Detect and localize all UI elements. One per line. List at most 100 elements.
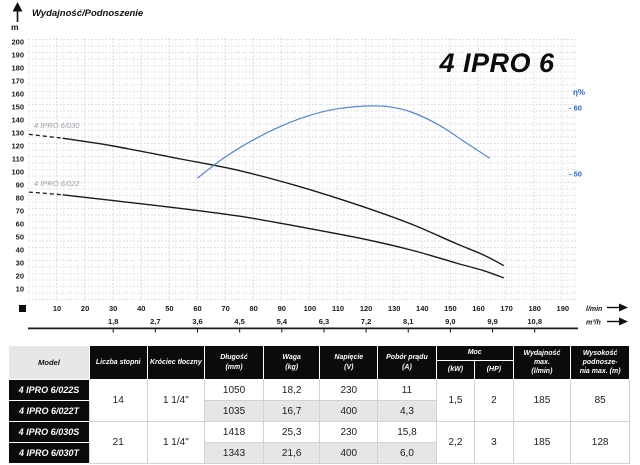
y-tick-label: 80 — [16, 194, 24, 203]
y-tick-label: 110 — [12, 155, 24, 164]
m3h-tick-label: 8,1 — [403, 317, 413, 326]
current-cell: 4,3 — [377, 400, 437, 422]
length-cell: 1050 — [204, 379, 264, 401]
m3h-tick-label: 10,8 — [527, 317, 542, 326]
max-flow-cell: 185 — [512, 379, 572, 422]
y-tick-label: 100 — [11, 168, 24, 177]
chart-grid — [28, 38, 578, 301]
y-tick-label: 170 — [11, 77, 24, 86]
performance-chart: Wydajność/Podnoszenie m 4 IPRO 6 η% - 60… — [11, 2, 628, 333]
x-tick-label: 130 — [388, 304, 401, 313]
spec-table: Model Liczba stopni Króciec tłoczny Dług… — [8, 345, 630, 464]
weight-cell: 25,3 — [262, 421, 321, 443]
weight-cell: 18,2 — [262, 379, 321, 401]
y-tick-label: 130 — [11, 129, 24, 138]
x-tick-label: 20 — [81, 304, 89, 313]
model-cell: 4 IPRO 6/022S — [8, 379, 90, 401]
right-arrow-icon — [607, 317, 628, 326]
x-tick-label: 80 — [250, 304, 258, 313]
header-power-kw: (kW) — [435, 360, 476, 380]
length-cell: 1343 — [204, 442, 264, 464]
table-row: 4 IPRO 6/022T 1035 16,7 400 4,3 — [8, 400, 630, 422]
x-tick-label: 100 — [304, 304, 317, 313]
y-tick-label: 60 — [16, 220, 24, 229]
header-current: Pobór prądu (A) — [377, 345, 437, 380]
curve-label: 4 IPRO 6/022 — [34, 179, 80, 188]
header-voltage: Napięcie (V) — [319, 345, 379, 380]
header-length: Długość (mm) — [204, 345, 264, 380]
pump-curve-dashed — [28, 133, 63, 139]
voltage-cell: 400 — [319, 400, 379, 422]
power-hp-cell: 3 — [474, 421, 514, 464]
y-tick-label: 90 — [16, 181, 24, 190]
chart-title: 4 IPRO 6 — [438, 48, 555, 78]
stages-cell: 14 — [88, 379, 148, 422]
weight-cell: 16,7 — [262, 400, 321, 422]
m3h-tick-label: 6,3 — [319, 317, 329, 326]
max-head-cell: 85 — [570, 379, 630, 422]
x-tick-label: 70 — [221, 304, 229, 313]
x-tick-label: 10 — [53, 304, 61, 313]
right-arrow-icon — [607, 303, 628, 312]
x-tick-label: 90 — [278, 304, 286, 313]
stages-cell: 21 — [88, 421, 148, 464]
origin-marker — [19, 305, 26, 312]
header-power: Moc — [435, 345, 514, 361]
y-tick-label: 180 — [11, 64, 24, 73]
m3h-tick-label: 3,6 — [192, 317, 202, 326]
efficiency-axis-label: η% — [573, 88, 585, 97]
table-row: 4 IPRO 6/022S 14 1 1/4" 1050 18,2 230 11… — [8, 379, 630, 422]
m3h-tick-label: 5,4 — [277, 317, 288, 326]
y-tick-label: 30 — [16, 259, 24, 268]
power-kw-cell: 1,5 — [435, 379, 476, 422]
voltage-cell: 230 — [319, 379, 379, 401]
model-cell: 4 IPRO 6/030T — [8, 442, 90, 464]
header-outlet: Króciec tłoczny — [146, 345, 206, 380]
max-head-cell: 128 — [570, 421, 630, 464]
y-tick-label: 40 — [16, 246, 24, 255]
weight-cell: 21,6 — [262, 442, 321, 464]
x-tick-label: 60 — [193, 304, 201, 313]
header-stages: Liczba stopni — [88, 345, 148, 380]
x-tick-label: 40 — [137, 304, 145, 313]
current-cell: 6,0 — [377, 442, 437, 464]
x-tick-label: 180 — [528, 304, 541, 313]
m3h-tick-label: 9,9 — [487, 317, 497, 326]
eta-tick-label: - 50 — [569, 170, 582, 179]
y-tick-label: 150 — [11, 103, 24, 112]
m3h-tick-label: 1,8 — [108, 317, 118, 326]
x-tick-label: 120 — [360, 304, 373, 313]
voltage-cell: 400 — [319, 442, 379, 464]
x-tick-label: 170 — [500, 304, 513, 313]
max-flow-cell: 185 — [512, 421, 572, 464]
curve-label: 4 IPRO 6/030 — [34, 121, 80, 130]
m3h-tick-label: 4,5 — [234, 317, 244, 326]
x-tick-label: 150 — [444, 304, 457, 313]
y-tick-label: 20 — [16, 272, 24, 281]
x-tick-label: 160 — [472, 304, 485, 313]
x-tick-label: 110 — [332, 304, 344, 313]
outlet-cell: 1 1/4" — [146, 379, 206, 422]
eta-tick-label: - 60 — [569, 104, 582, 113]
pump-curve — [62, 194, 505, 279]
y-tick-label: 70 — [16, 207, 24, 216]
y-axis-arrow-icon — [12, 2, 23, 22]
header-max-head: Wysokość podnosze-nia max. (m) — [570, 345, 630, 380]
x-tick-label: 50 — [165, 304, 173, 313]
table-row: 4 IPRO 6/030T 1343 21,6 400 6,0 — [8, 442, 630, 464]
x-tick-label: 190 — [557, 304, 570, 313]
x-tick-label: 30 — [109, 304, 117, 313]
header-max-flow: Wydajność max. (l/min) — [512, 345, 572, 380]
voltage-cell: 230 — [319, 421, 379, 443]
length-cell: 1418 — [204, 421, 264, 443]
current-cell: 15,8 — [377, 421, 437, 443]
y-axis-unit: m — [11, 22, 19, 32]
y-tick-label: 200 — [11, 38, 24, 47]
outlet-cell: 1 1/4" — [146, 421, 206, 464]
efficiency-axis-ticks: - 60 - 50 — [569, 104, 582, 179]
m3h-tick-label: 7,2 — [361, 317, 371, 326]
y-tick-label: 10 — [16, 285, 24, 294]
x-axis-lmin-tick-labels: 10 20 30 40 50 60 70 80 90 100 110 120 130 140 150 160 1… — [53, 304, 569, 313]
model-cell: 4 IPRO 6/030S — [8, 421, 90, 443]
